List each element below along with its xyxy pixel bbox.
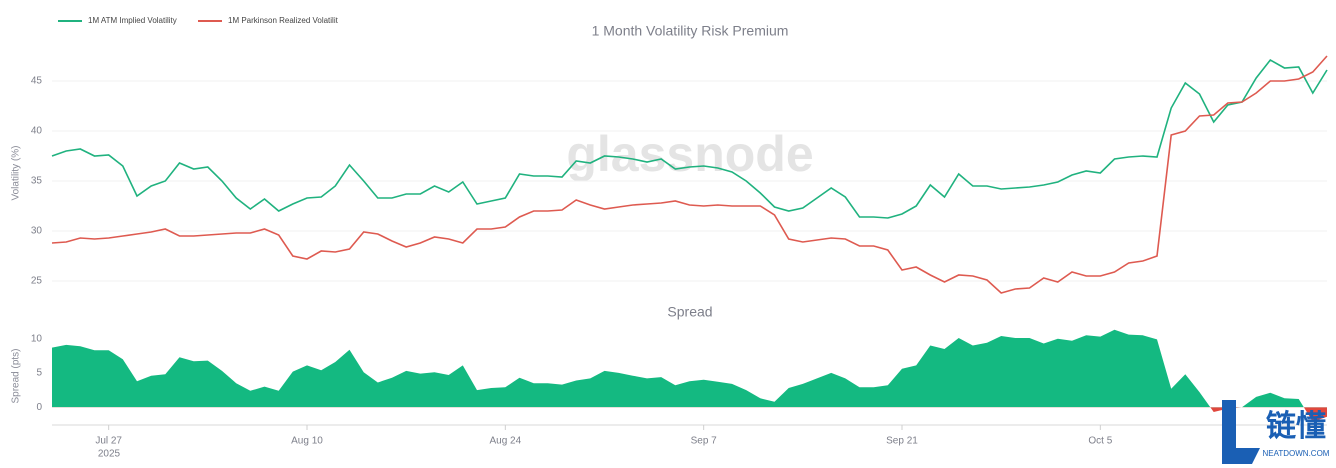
series-line	[51, 55, 1328, 294]
y-tick-label: 10	[31, 333, 43, 344]
y-tick-label: 0	[36, 402, 42, 413]
x-tick-label: Oct 5	[1088, 436, 1112, 447]
y-axis-title: Spread (pts)	[11, 348, 22, 403]
legend-label: 1M ATM Implied Volatility	[88, 16, 177, 25]
logo: 链懂 NEATDOWN.COM	[1222, 400, 1330, 464]
x-tick-label: Aug 24	[489, 436, 521, 447]
series-line	[51, 58, 1328, 219]
y-tick-label: 30	[31, 226, 43, 237]
area-positive	[52, 329, 1304, 408]
x-tick-label: Jul 27	[95, 436, 122, 447]
chart-title: 1 Month Volatility Risk Premium	[592, 23, 789, 39]
y-tick-label: 35	[31, 176, 43, 187]
x-tick-label: Sep 7	[691, 436, 718, 447]
watermark: glassnode	[566, 126, 813, 182]
y-tick-label: 5	[36, 368, 42, 379]
x-year-label: 2025	[98, 449, 121, 460]
x-tick-label: Aug 10	[291, 436, 323, 447]
logo-subtext: NEATDOWN.COM	[1263, 449, 1330, 458]
y-tick-label: 45	[31, 76, 43, 87]
y-tick-label: 40	[31, 126, 43, 137]
logo-text: 链懂	[1266, 409, 1326, 443]
x-tick-label: Sep 21	[886, 436, 918, 447]
logo-mark	[1222, 400, 1260, 464]
y-tick-label: 25	[31, 276, 43, 287]
legend-label: 1M Parkinson Realized Volatilit	[228, 16, 339, 25]
chart-title: Spread	[667, 304, 712, 320]
y-axis-title: Volatility (%)	[11, 145, 22, 200]
